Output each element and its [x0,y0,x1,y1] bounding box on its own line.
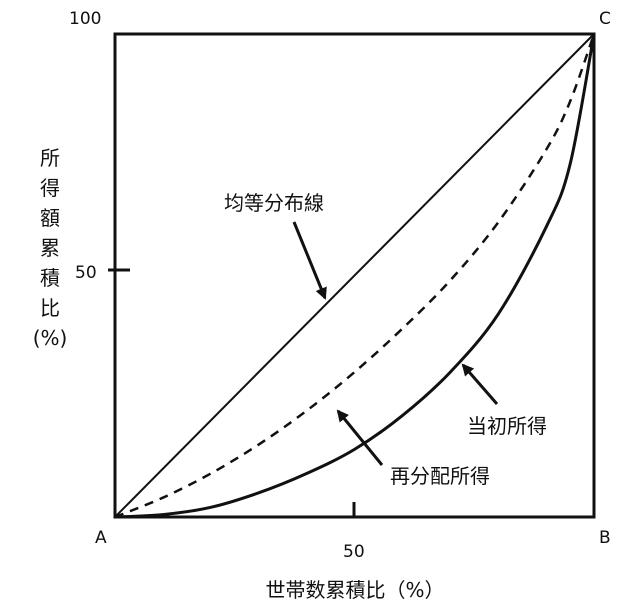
y-axis-label-char: 比 [40,296,60,320]
y-axis-label-char: 所 [40,146,60,170]
redistributed-income-curve [114,33,596,519]
annotation-initial-income: 当初所得 [467,414,547,438]
annotation-equality: 均等分布線 [224,191,324,215]
y-axis-label-char: (%) [32,326,68,350]
corner-label-b: B [599,528,611,548]
y-tick-label-50: 50 [75,263,97,283]
arrow-equality [292,221,327,300]
y-axis-label-char: 累 [40,236,60,260]
x-axis-label: 世帯数累積比（%） [265,578,444,602]
y-axis-label: 所 得 額 累 積 比 (%) [30,143,70,353]
y-axis-label-char: 額 [40,206,60,230]
initial-income-curve [114,33,596,519]
arrow-redistributed-income [336,409,384,466]
y-axis-label-char: 得 [40,176,60,200]
corner-label-a: A [95,528,107,548]
y-axis-label-char: 積 [40,266,60,290]
equality-line [114,33,595,518]
y-tick-label-100: 100 [69,9,101,29]
arrow-initial-income [461,363,499,405]
x-tick-label-50: 50 [343,542,365,562]
annotation-redistributed-income: 再分配所得 [390,464,490,488]
corner-label-c: C [599,9,611,29]
